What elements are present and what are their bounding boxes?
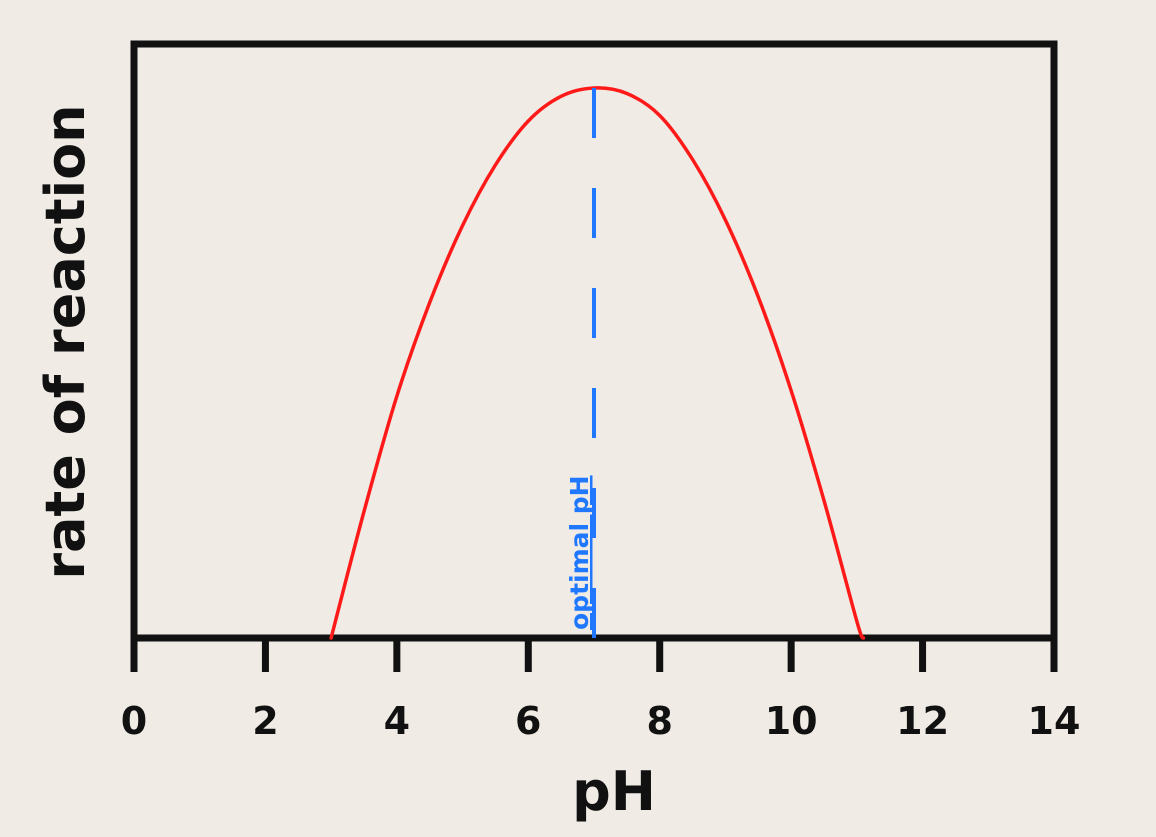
- x-tick-label: 0: [121, 699, 147, 743]
- x-tick-label: 14: [1028, 699, 1081, 743]
- optimal-ph-label: optimal pH: [565, 475, 594, 630]
- x-tick-label: 8: [646, 699, 672, 743]
- x-axis-title: pH: [572, 760, 656, 823]
- y-axis-title: rate of reaction: [34, 104, 97, 579]
- x-tick-label: 12: [896, 699, 949, 743]
- x-tick-label: 2: [252, 699, 278, 743]
- rate-curve: [329, 86, 866, 640]
- x-tick-label: 10: [765, 699, 818, 743]
- x-tick-label: 4: [384, 699, 410, 743]
- x-axis-ticks: 0 2 4 6 8 10 12 14: [121, 638, 1081, 743]
- x-tick-label: 6: [515, 699, 541, 743]
